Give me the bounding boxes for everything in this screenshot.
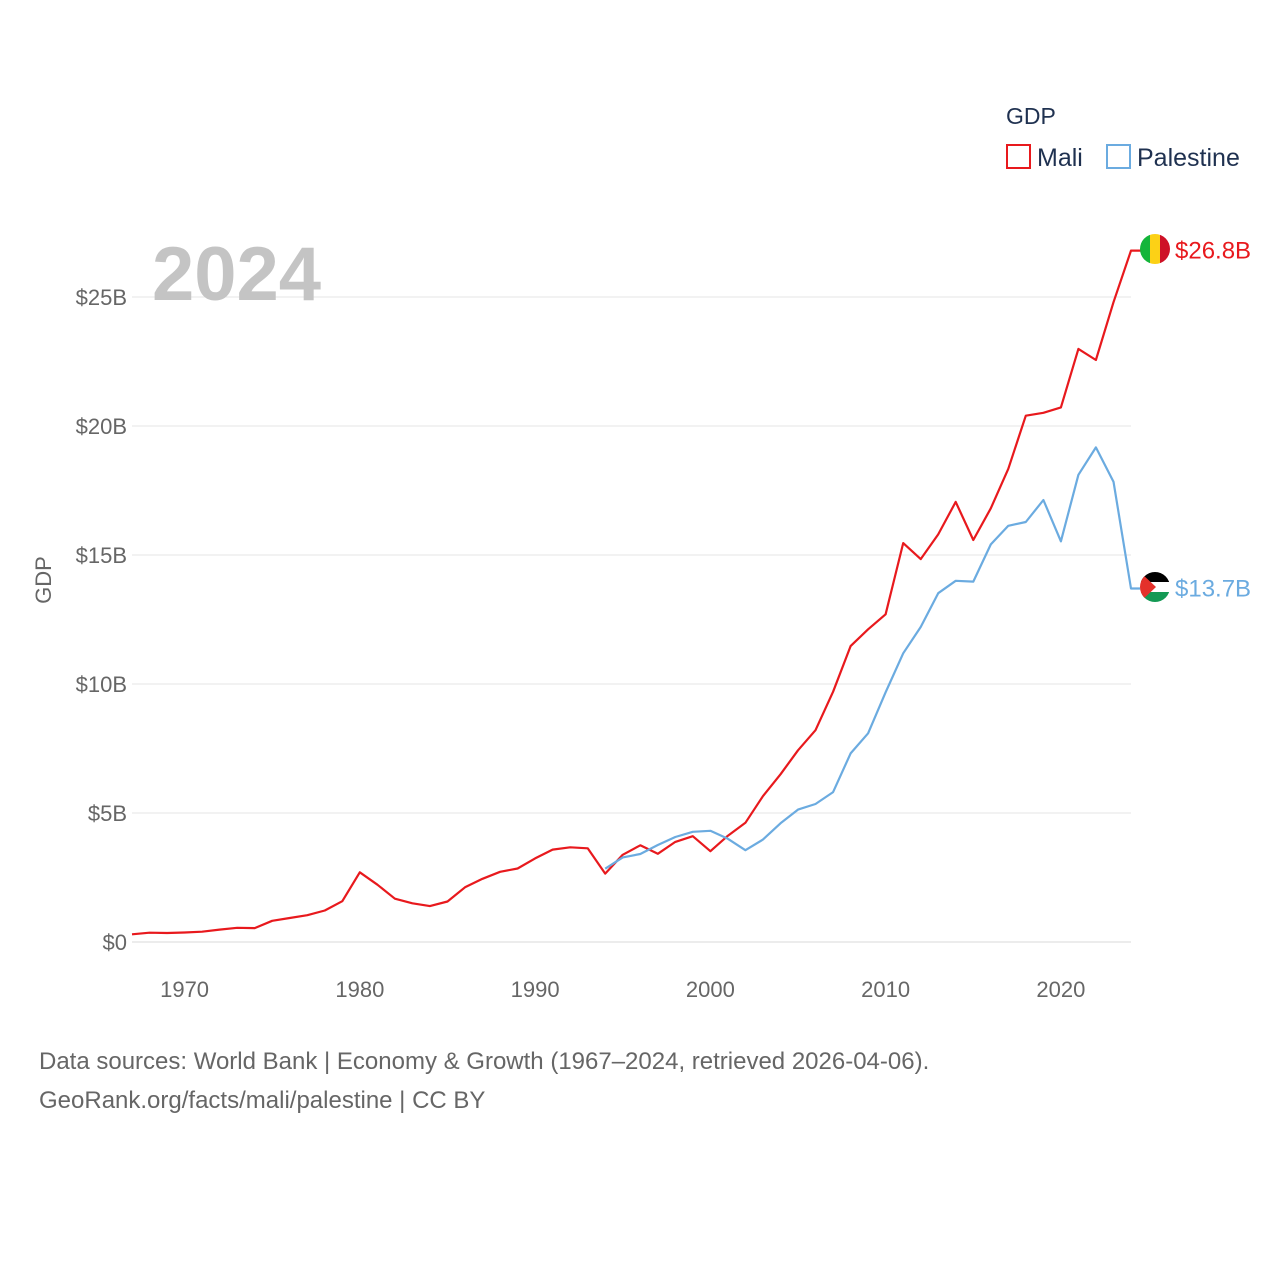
y-tick-label: $15B <box>76 543 127 568</box>
end-label-palestine: $13.7B <box>1175 576 1251 603</box>
legend-swatch-mali <box>1006 144 1031 169</box>
mali-flag-icon <box>1140 234 1170 264</box>
y-axis-ticks: $0 $5B $10B $15B $20B $25B <box>76 285 127 955</box>
grid-lines <box>132 296 1131 943</box>
x-tick-label: 1980 <box>335 977 384 1002</box>
year-watermark: 2024 <box>152 232 321 317</box>
x-tick-label: 2020 <box>1036 977 1085 1002</box>
y-tick-label: $0 <box>103 930 127 955</box>
source-line-2[interactable]: GeoRank.org/facts/mali/palestine | CC BY <box>39 1087 486 1114</box>
legend-title: GDP <box>1006 103 1056 129</box>
legend-item-palestine[interactable]: Palestine <box>1106 144 1240 172</box>
gdp-line-chart: 2024 $0 $5B $10B $15B $20B $25B 1970 1980 1990 2… <box>31 103 1251 1002</box>
y-tick-label: $10B <box>76 672 127 697</box>
x-tick-label: 1970 <box>160 977 209 1002</box>
y-tick-label: $25B <box>76 285 127 310</box>
y-tick-label: $5B <box>88 801 127 826</box>
y-tick-label: $20B <box>76 414 127 439</box>
series-line-mali <box>131 249 1141 936</box>
x-tick-label: 2010 <box>861 977 910 1002</box>
legend: GDP Mali Palestine <box>1006 103 1240 172</box>
source-line-1: Data sources: World Bank | Economy & Gro… <box>39 1048 930 1075</box>
legend-item-mali[interactable]: Mali <box>1006 144 1083 172</box>
x-axis-ticks: 1970 1980 1990 2000 2010 2020 <box>160 977 1085 1002</box>
end-labels: $26.8B $13.7B <box>1175 238 1251 603</box>
end-label-mali: $26.8B <box>1175 238 1251 265</box>
legend-label-palestine: Palestine <box>1137 144 1240 172</box>
legend-swatch-palestine <box>1106 144 1131 169</box>
legend-label-mali: Mali <box>1037 144 1083 172</box>
y-axis-label: GDP <box>31 556 56 604</box>
palestine-flag-icon <box>1140 572 1170 602</box>
x-tick-label: 2000 <box>686 977 735 1002</box>
x-tick-label: 1990 <box>511 977 560 1002</box>
series-line-palestine <box>604 446 1141 870</box>
source-attribution: Data sources: World Bank | Economy & Gro… <box>39 1042 929 1120</box>
series-lines <box>131 249 1141 936</box>
